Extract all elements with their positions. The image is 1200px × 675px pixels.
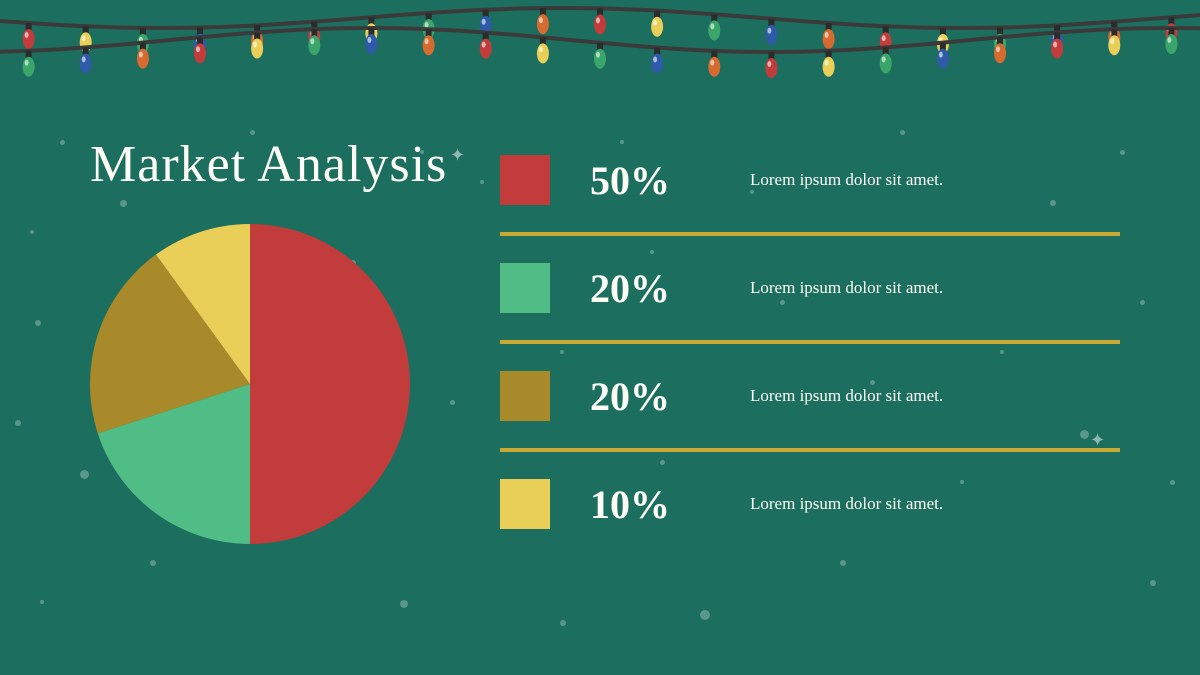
legend-row: 20%Lorem ipsum dolor sit amet. xyxy=(500,356,1120,436)
bulb-highlight xyxy=(539,17,543,23)
legend-divider xyxy=(500,448,1120,452)
light-bulb xyxy=(480,39,492,59)
light-bulb xyxy=(80,53,92,73)
legend-percentage: 50% xyxy=(590,157,750,204)
bulb-highlight xyxy=(1110,38,1114,44)
light-bulb xyxy=(194,43,206,63)
light-bulb xyxy=(423,35,435,55)
light-bulb xyxy=(708,57,720,77)
bulb-highlight xyxy=(482,42,486,48)
legend-row: 20%Lorem ipsum dolor sit amet. xyxy=(500,248,1120,328)
light-bulb xyxy=(308,35,320,55)
light-bulb xyxy=(765,58,777,78)
bulb-highlight xyxy=(82,56,86,62)
bulb-highlight xyxy=(25,32,29,38)
bulb-highlight xyxy=(767,61,771,67)
light-bulb xyxy=(880,53,892,73)
light-bulb xyxy=(994,43,1006,63)
light-bulb xyxy=(537,43,549,63)
bulb-highlight xyxy=(882,35,886,41)
bulb-highlight xyxy=(767,28,771,34)
legend-description: Lorem ipsum dolor sit amet. xyxy=(750,386,1120,406)
bulb-highlight xyxy=(653,20,657,26)
light-bulb xyxy=(651,17,663,37)
bulb-highlight xyxy=(482,19,486,25)
light-bulb xyxy=(137,49,149,69)
light-bulb xyxy=(23,57,35,77)
light-bulb xyxy=(823,29,835,49)
legend-percentage: 10% xyxy=(590,481,750,528)
bulb-highlight xyxy=(1167,37,1171,43)
legend-description: Lorem ipsum dolor sit amet. xyxy=(750,170,1120,190)
legend-swatch xyxy=(500,479,550,529)
pie-slice xyxy=(250,224,410,544)
legend-row: 10%Lorem ipsum dolor sit amet. xyxy=(500,464,1120,544)
light-bulb xyxy=(651,54,663,74)
light-bulb xyxy=(765,25,777,45)
legend-percentage: 20% xyxy=(590,265,750,312)
bulb-highlight xyxy=(939,52,943,58)
bulb-highlight xyxy=(882,56,886,62)
content: Market Analysis 50%Lorem ipsum dolor sit… xyxy=(0,110,1200,675)
light-bulb xyxy=(1051,39,1063,59)
left-column: Market Analysis xyxy=(0,110,480,675)
light-bulb xyxy=(365,34,377,54)
bulb-highlight xyxy=(539,46,543,52)
bulb-highlight xyxy=(710,60,714,66)
bulb-highlight xyxy=(310,38,314,44)
light-bulb xyxy=(708,20,720,40)
legend-divider xyxy=(500,232,1120,236)
light-bulb xyxy=(594,49,606,69)
light-bulb xyxy=(23,29,35,49)
legend: 50%Lorem ipsum dolor sit amet.20%Lorem i… xyxy=(480,110,1200,675)
legend-swatch xyxy=(500,155,550,205)
bulb-highlight xyxy=(425,38,429,44)
legend-row: 50%Lorem ipsum dolor sit amet. xyxy=(500,140,1120,220)
slide-title: Market Analysis xyxy=(90,135,480,194)
bulb-highlight xyxy=(596,52,600,58)
light-bulb xyxy=(937,49,949,69)
bulb-highlight xyxy=(825,60,829,66)
light-bulb xyxy=(1165,34,1177,54)
bulb-highlight xyxy=(139,52,143,58)
bulb-highlight xyxy=(25,60,29,66)
legend-divider xyxy=(500,340,1120,344)
legend-swatch xyxy=(500,263,550,313)
bulb-highlight xyxy=(253,42,257,48)
legend-swatch xyxy=(500,371,550,421)
light-bulb xyxy=(594,14,606,34)
bulb-highlight xyxy=(196,46,200,52)
legend-percentage: 20% xyxy=(590,373,750,420)
bulb-highlight xyxy=(996,46,1000,52)
legend-description: Lorem ipsum dolor sit amet. xyxy=(750,278,1120,298)
pie-chart xyxy=(90,224,410,544)
light-bulb xyxy=(537,14,549,34)
light-bulb xyxy=(1108,35,1120,55)
legend-description: Lorem ipsum dolor sit amet. xyxy=(750,494,1120,514)
light-bulb xyxy=(823,57,835,77)
bulb-highlight xyxy=(367,37,371,43)
slide: ✦✦ Market Analysis 50%Lorem ipsum dolor … xyxy=(0,0,1200,675)
bulb-highlight xyxy=(1053,42,1057,48)
string-lights-decoration xyxy=(0,0,1200,95)
light-bulb xyxy=(251,39,263,59)
bulb-highlight xyxy=(653,57,657,63)
bulb-highlight xyxy=(82,35,86,41)
bulb-highlight xyxy=(425,22,429,28)
bulb-highlight xyxy=(710,23,714,29)
bulb-highlight xyxy=(596,17,600,23)
bulb-highlight xyxy=(825,32,829,38)
